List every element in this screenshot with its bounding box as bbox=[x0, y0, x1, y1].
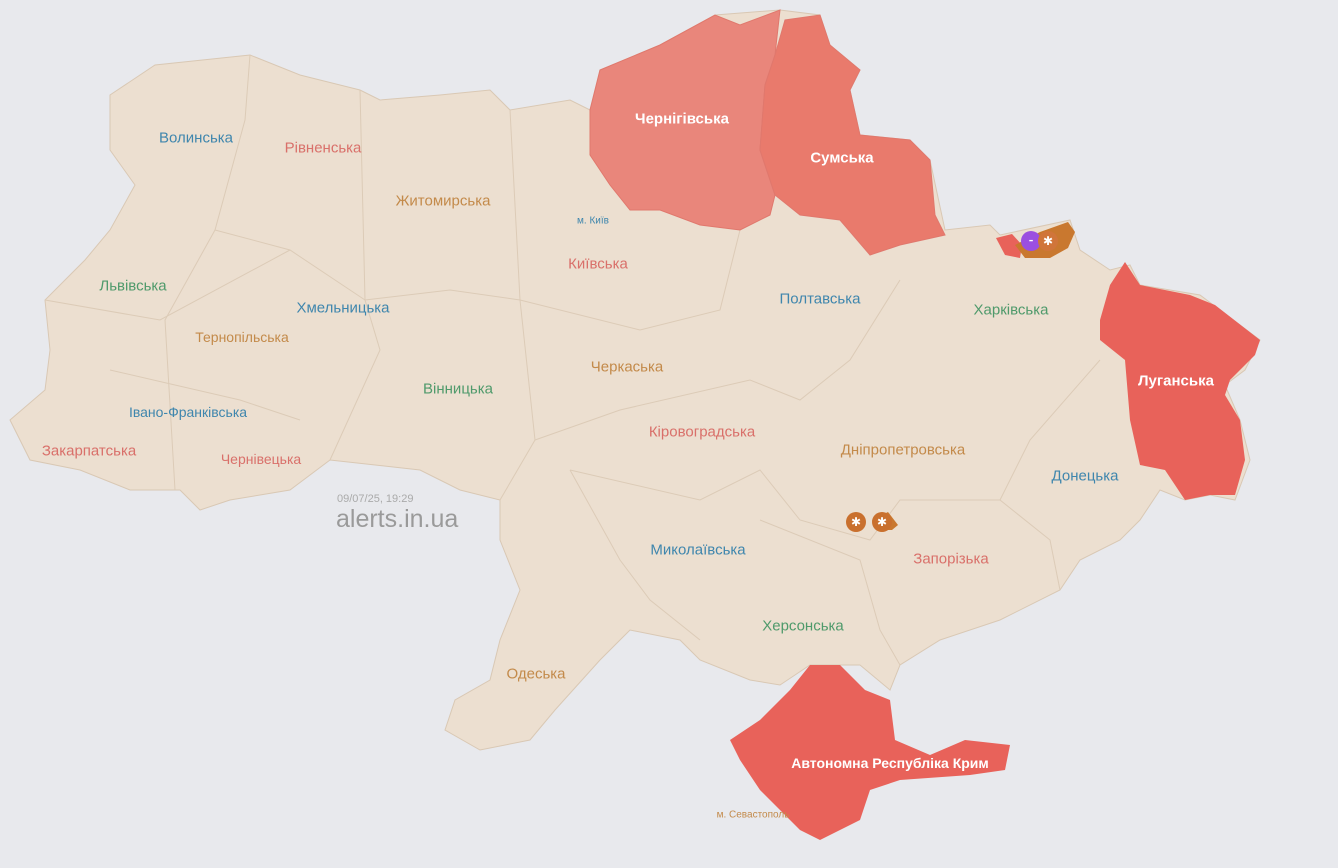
label-luhansk: Луганська bbox=[1138, 372, 1214, 390]
label-poltava: Полтавська bbox=[779, 290, 861, 308]
artillery-icon[interactable]: ✱ bbox=[846, 512, 866, 532]
label-sumy: Сумська bbox=[810, 149, 874, 167]
label-sevastopol: м. Севастополь bbox=[716, 809, 790, 821]
label-mykolaiv: Миколаївська bbox=[650, 541, 746, 559]
label-vinnytsia: Вінницька bbox=[423, 380, 493, 398]
firearms-icon[interactable]: ⁃ bbox=[1021, 231, 1041, 251]
region-sumy[interactable] bbox=[759, 14, 946, 256]
region-borders bbox=[44, 54, 1101, 666]
region-crimea[interactable] bbox=[730, 665, 1010, 840]
kharkiv-alert-area-red[interactable] bbox=[996, 234, 1022, 258]
label-crimea: Автономна Республіка Крим bbox=[791, 755, 989, 771]
label-kherson: Херсонська bbox=[762, 617, 844, 635]
label-lviv: Львівська bbox=[99, 277, 167, 295]
label-dnipro: Дніпропетровська bbox=[840, 441, 966, 459]
label-ivano-frankivsk: Івано-Франківська bbox=[128, 404, 248, 420]
label-kyiv: Київська bbox=[568, 255, 628, 273]
label-cherkasy: Черкаська bbox=[590, 358, 664, 376]
brand-watermark: alerts.in.ua bbox=[336, 505, 459, 533]
artillery-icon[interactable]: ✱ bbox=[1038, 231, 1058, 251]
label-zhytomyr: Житомирська bbox=[395, 192, 491, 210]
label-zaporizhzhia: Запорізька bbox=[913, 550, 989, 568]
label-volyn: Волинська bbox=[159, 129, 233, 147]
timestamp: 09/07/25, 19:29 bbox=[337, 493, 414, 505]
label-chernivtsi: Чернівецька bbox=[220, 451, 302, 467]
label-ternopil: Тернопільська bbox=[195, 329, 289, 345]
label-chernihiv: Чернігівська bbox=[635, 110, 729, 128]
label-rivne: Рівненська bbox=[284, 139, 362, 157]
label-zakarpattia: Закарпатська bbox=[41, 442, 137, 460]
region-luhansk[interactable] bbox=[1100, 262, 1260, 500]
label-kirovohrad: Кіровоградська bbox=[648, 423, 756, 441]
label-kyiv-city: м. Київ bbox=[577, 215, 609, 227]
label-donetsk: Донецька bbox=[1051, 467, 1119, 485]
label-kharkiv: Харківська bbox=[973, 301, 1049, 319]
label-odesa: Одеська bbox=[506, 665, 566, 683]
label-khmelnytskyi: Хмельницька bbox=[296, 299, 390, 317]
artillery-icon[interactable]: ✱ bbox=[872, 512, 892, 532]
